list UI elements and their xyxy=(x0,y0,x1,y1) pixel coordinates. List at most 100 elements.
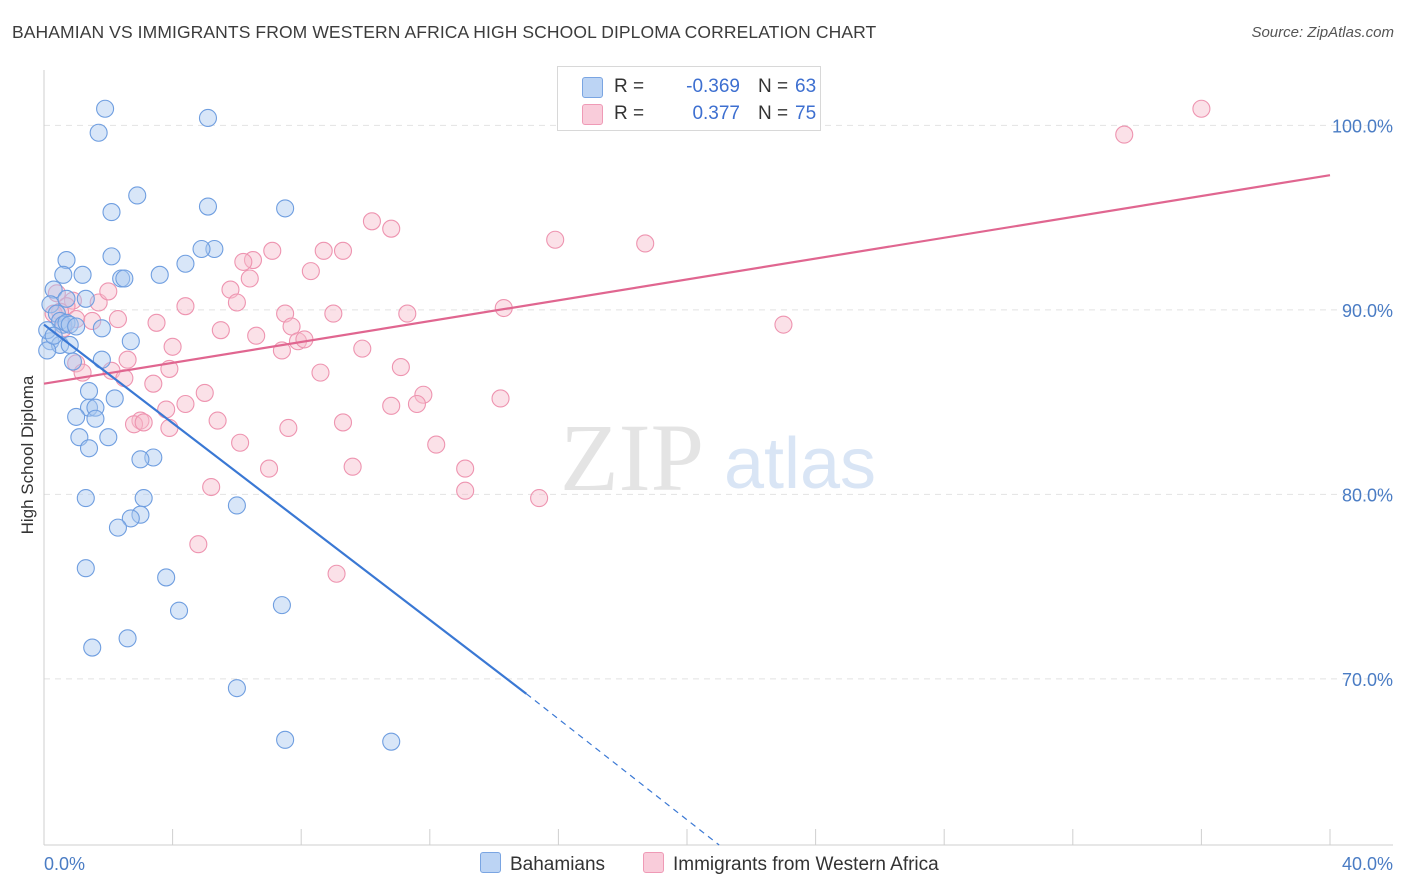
immigrants-point xyxy=(382,219,401,238)
immigrants-point xyxy=(211,321,230,340)
immigrants-point xyxy=(263,241,282,260)
bahamians-point xyxy=(67,407,86,426)
bahamians-point xyxy=(169,601,189,620)
immigrants-point xyxy=(636,234,655,253)
bahamians-point xyxy=(76,289,95,308)
bottom-legend-swatch-pink xyxy=(643,852,664,873)
immigrants-point xyxy=(456,459,475,478)
bahamians-point xyxy=(96,99,115,118)
bahamians-point xyxy=(57,289,76,308)
immigrants-point xyxy=(99,282,118,301)
bottom-legend-swatch-blue xyxy=(480,852,501,873)
bahamians-point xyxy=(131,450,150,469)
bahamians-point xyxy=(176,254,195,273)
immigrants-trend-line xyxy=(43,174,1331,385)
immigrants-point xyxy=(327,564,346,583)
bahamians-point xyxy=(99,428,118,447)
legend-n-value: 75 xyxy=(795,103,817,124)
bahamians-point xyxy=(118,629,137,648)
immigrants-point xyxy=(343,457,362,476)
bahamians-point xyxy=(121,332,140,351)
legend-n-value: 63 xyxy=(795,76,817,97)
bahamians-point xyxy=(276,199,295,218)
bottom-legend-label: Bahamians xyxy=(510,854,606,875)
bahamians-point xyxy=(157,568,176,587)
bahamians-point xyxy=(92,319,111,338)
immigrants-point xyxy=(362,212,381,231)
bahamians-point xyxy=(54,265,73,284)
immigrants-point xyxy=(774,315,793,334)
immigrants-point xyxy=(195,383,214,402)
legend-n-label: N = xyxy=(758,103,789,124)
bahamians-point xyxy=(128,186,147,205)
immigrants-point xyxy=(144,374,163,393)
bahamians-point xyxy=(63,352,82,371)
immigrants-point xyxy=(382,396,401,415)
bahamians-point xyxy=(192,239,211,259)
bahamians-point xyxy=(105,389,124,408)
immigrants-point xyxy=(353,339,372,358)
immigrants-point xyxy=(333,413,353,432)
immigrants-point xyxy=(234,252,253,271)
source-label: Source: ZipAtlas.com xyxy=(1251,24,1394,41)
bahamians-point xyxy=(134,489,153,508)
bahamians-point xyxy=(108,518,127,537)
legend-r-label: R = xyxy=(614,103,645,124)
bahamians-point xyxy=(79,398,99,417)
immigrants-point xyxy=(202,477,221,497)
immigrants-point xyxy=(231,433,250,452)
immigrants-point xyxy=(176,297,195,316)
bottom-legend-label: Immigrants from Western Africa xyxy=(673,854,939,875)
immigrants-point xyxy=(427,435,446,454)
watermark-atlas: atlas xyxy=(724,424,876,504)
bahamians-point xyxy=(89,123,108,142)
bahamians-point xyxy=(83,638,102,657)
immigrants-point xyxy=(324,304,343,323)
bahamians-point xyxy=(131,505,150,524)
bottom-legend-bahamians: Bahamians xyxy=(480,852,605,876)
immigrants-point xyxy=(311,363,330,382)
immigrants-point xyxy=(108,310,127,329)
immigrants-point xyxy=(67,354,86,373)
x-tick-label: 40.0% xyxy=(1342,854,1393,874)
y-tick-label: 70.0% xyxy=(1342,670,1393,690)
immigrants-point xyxy=(118,350,137,369)
y-tick-label: 100.0% xyxy=(1332,116,1393,136)
chart-title: BAHAMIAN VS IMMIGRANTS FROM WESTERN AFRI… xyxy=(12,22,877,42)
bahamians-point xyxy=(57,251,76,270)
bahamians-point xyxy=(227,679,246,698)
bahamians-point xyxy=(73,265,92,284)
bahamians-point xyxy=(276,730,295,749)
immigrants-point xyxy=(259,459,279,478)
series-bahamians-points xyxy=(38,99,401,751)
immigrants-point xyxy=(208,411,227,430)
immigrants-point xyxy=(530,489,549,508)
immigrants-point xyxy=(176,394,195,414)
bahamians-point xyxy=(41,295,60,314)
bahamians-point xyxy=(57,313,76,332)
bahamians-point xyxy=(205,239,224,259)
legend-r-label: R = xyxy=(614,76,645,97)
immigrants-point xyxy=(1192,99,1211,118)
y-tick-label: 90.0% xyxy=(1342,301,1393,321)
correlation-legend: R = -0.369 N = 63 R = 0.377 N = 75 xyxy=(557,66,821,131)
immigrants-point xyxy=(163,337,182,356)
watermark: ZIP atlas xyxy=(560,404,876,511)
bahamians-point xyxy=(79,382,99,401)
bahamians-point xyxy=(382,732,401,751)
immigrants-point xyxy=(279,418,298,438)
immigrants-point xyxy=(333,241,353,260)
bahamians-point xyxy=(198,197,218,216)
immigrants-point xyxy=(546,230,565,249)
axes xyxy=(43,70,1393,846)
bahamians-point xyxy=(102,203,121,222)
immigrants-point xyxy=(227,293,246,312)
immigrants-point xyxy=(407,394,426,414)
bahamians-point xyxy=(79,439,99,458)
bahamians-trend-line xyxy=(43,323,527,695)
immigrants-point xyxy=(456,481,475,500)
bahamians-trend-extension xyxy=(525,693,720,846)
tick-labels: 100.0% 90.0% 80.0% 70.0% 0.0% 40.0% xyxy=(44,116,1393,874)
immigrants-point xyxy=(83,311,102,331)
